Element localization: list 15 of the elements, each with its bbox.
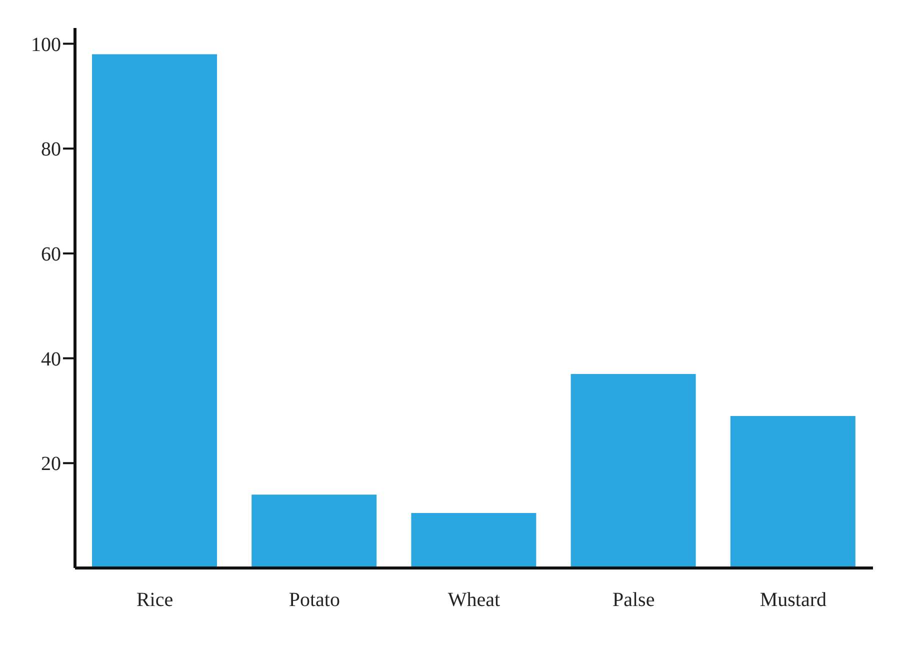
x-tick-label: Mustard (760, 589, 827, 612)
bar (92, 54, 217, 568)
y-tick-label: 40 (41, 348, 61, 370)
bar (570, 374, 696, 568)
y-tick-label: 60 (41, 244, 61, 266)
bar (411, 512, 536, 568)
x-tick-label: Palse (612, 589, 655, 612)
y-tick-label: 20 (41, 453, 61, 476)
y-tick-label: 100 (31, 34, 61, 56)
x-tick-label: Wheat (448, 589, 501, 612)
x-tick-label: Rice (136, 589, 174, 612)
bar (730, 416, 856, 568)
y-tick-label: 80 (41, 138, 61, 161)
bar (252, 494, 377, 568)
x-tick-label: Potato (288, 589, 340, 612)
